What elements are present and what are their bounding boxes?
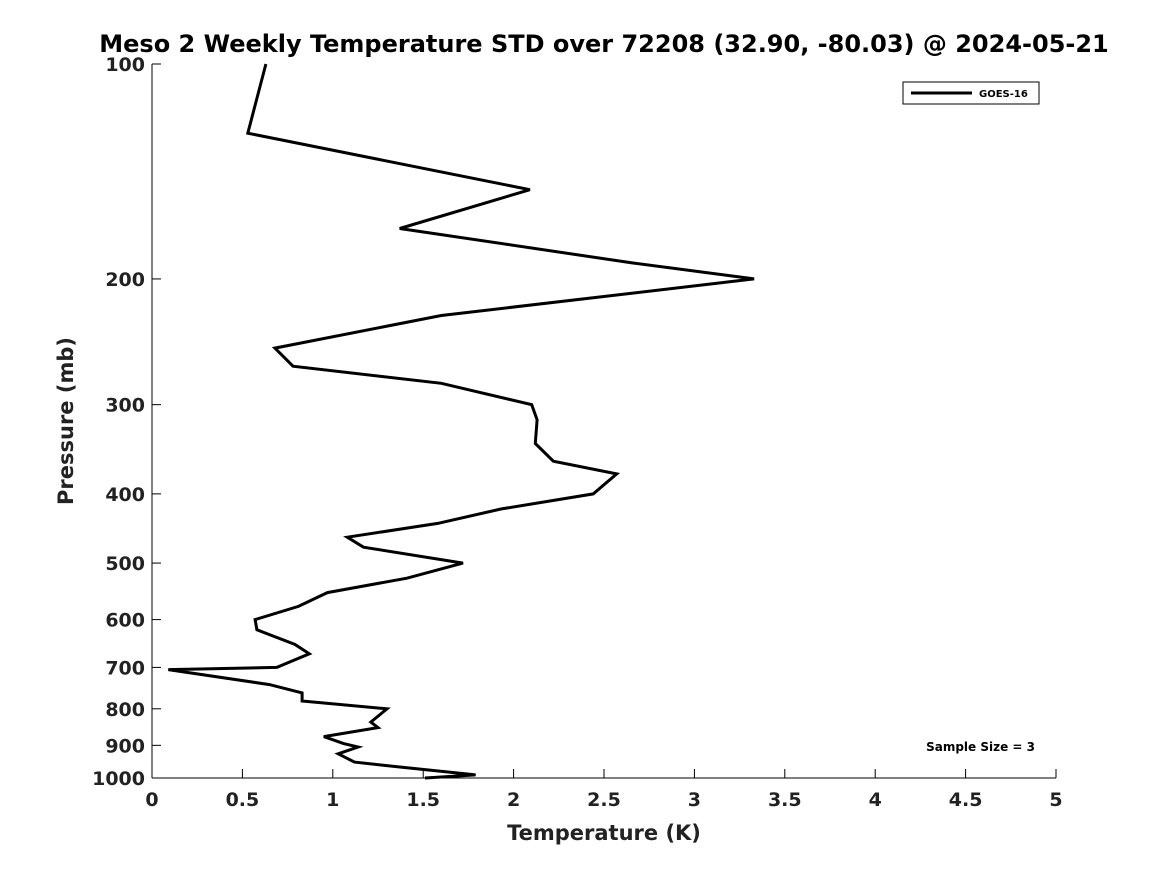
x-tick-label: 5 [1049, 789, 1062, 811]
x-tick-label: 1 [326, 789, 339, 811]
axes [151, 64, 1056, 779]
x-tick-label: 2.5 [587, 789, 621, 811]
x-tick-label: 1.5 [406, 789, 440, 811]
series-layer [168, 63, 755, 780]
y-tick-label: 800 [105, 699, 145, 721]
y-tick-label: 100 [105, 54, 145, 76]
legend-label-goes-16: GOES-16 [979, 89, 1028, 100]
x-tick-label: 4.5 [949, 789, 983, 811]
legend: GOES-16 [902, 81, 1040, 105]
y-tick-label: 200 [105, 269, 145, 291]
y-axis-ticks: 100 200 300 400 500 600 700 800 900 1000 [92, 54, 161, 790]
x-tick-label: 4 [869, 789, 882, 811]
x-tick-label: 0.5 [226, 789, 260, 811]
sample-size-annotation: Sample Size = 3 [926, 740, 1035, 754]
chart-title: Meso 2 Weekly Temperature STD over 72208… [99, 30, 1109, 58]
y-tick-label: 300 [105, 395, 145, 417]
series-line-goes-16 [168, 63, 755, 780]
x-tick-label: 2 [507, 789, 520, 811]
y-tick-label: 700 [105, 657, 145, 679]
x-tick-label: 0 [145, 789, 158, 811]
y-tick-label: 500 [105, 553, 145, 575]
y-tick-label: 900 [105, 735, 145, 757]
y-tick-label: 1000 [92, 768, 145, 790]
y-axis-label: Pressure (mb) [54, 337, 78, 505]
y-tick-label: 400 [105, 484, 145, 506]
x-axis-label: Temperature (K) [507, 821, 701, 845]
y-tick-label: 600 [105, 610, 145, 632]
x-tick-label: 3 [688, 789, 701, 811]
x-axis-ticks: 0 0.5 1 1.5 2 2.5 3 3.5 4 4.5 5 [145, 769, 1063, 811]
x-tick-label: 3.5 [768, 789, 802, 811]
